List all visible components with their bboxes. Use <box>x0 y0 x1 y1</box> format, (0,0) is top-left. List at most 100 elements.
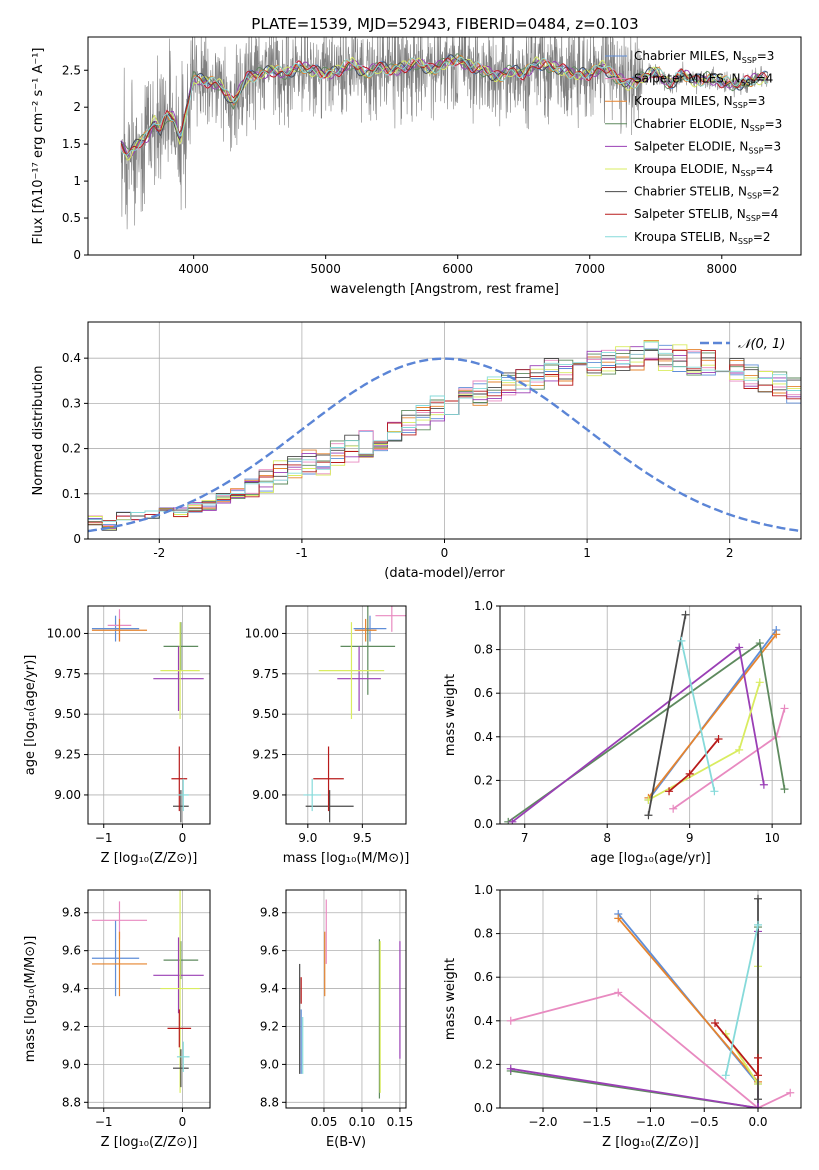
age_vs_Z-point-c_elodie <box>163 622 199 671</box>
age_vs_mass-point-s_elodie <box>337 646 381 711</box>
residuals-xtick-label: 1 <box>583 546 591 560</box>
age_vs_mass-xlabel: mass [log₁₀(M/M⊙)] <box>283 851 410 866</box>
weight_vs_age-marker-k_elodie <box>755 678 764 687</box>
weight_vs_Z-line-s_stelib <box>714 1022 759 1078</box>
weight_vs_age-marker-s_stelib <box>714 734 723 743</box>
mass_vs_Z-point-c_stelib <box>173 1049 189 1088</box>
weight_vs_age-line-c_stelib <box>647 614 687 816</box>
spectrum-frame <box>87 36 802 256</box>
residuals-xtick-label: -1 <box>296 546 308 560</box>
weight_vs_Z-xtick-label: 0.0 <box>748 1115 767 1129</box>
mass_vs_ebv-ytick-label: 8.8 <box>260 1095 279 1109</box>
mass_vs_Z-xlabel: Z [log₁₀(Z/Z⊙)] <box>101 1135 198 1150</box>
weight_vs_age-marker-s_elodie <box>735 643 744 652</box>
age_vs_mass-data <box>303 606 406 823</box>
mass_vs_ebv-ytick-label: 9.4 <box>260 982 279 996</box>
age_vs_mass-point-k_elodie <box>318 622 385 720</box>
weight_vs_Z-ytick-label: 0.0 <box>474 1101 493 1115</box>
weight_vs_Z-marker-s_miles <box>506 1016 515 1025</box>
spectrum-legend: Chabrier MILES, NSSP=3 Salpeter MILES, NS… <box>605 49 782 246</box>
mass_vs_Z-ytick-label: 9.0 <box>62 1057 81 1071</box>
age_vs_Z-ytick-label: 9.00 <box>54 788 81 802</box>
weight_vs_Z-ytick-label: 0.2 <box>474 1057 493 1071</box>
weight_vs_Z-line-c_elodie <box>510 927 759 1108</box>
mass_vs_ebv-data <box>299 899 401 1099</box>
mass_vs_Z-point-s_stelib <box>167 1009 192 1048</box>
spectrum-xlabel: wavelength [Angstrom, rest frame] <box>330 282 559 297</box>
weight_vs_age-marker-c_elodie <box>780 785 789 794</box>
spectrum-data <box>120 37 769 230</box>
weight_vs_age-marker-k_stelib <box>710 787 719 796</box>
weight_vs_age-marker-k_miles <box>772 630 781 639</box>
residuals-data <box>88 339 801 533</box>
residuals-legend: 𝒩(0, 1) <box>700 337 785 352</box>
age_vs_Z-point-k_miles <box>91 618 148 642</box>
gaussian-curve <box>88 357 799 533</box>
weight_vs_age-marker-s_stelib <box>685 769 694 778</box>
age_vs_Z-ytick-label: 10.00 <box>47 626 81 640</box>
weight_vs_age-ytick-label: 0.0 <box>474 817 493 831</box>
spectrum-xtick-label: 4000 <box>178 262 209 276</box>
weight_vs_age-xlabel: age [log₁₀(age/yr)] <box>590 851 711 866</box>
weight_vs_age-marker-s_stelib <box>665 787 674 796</box>
figure-title: PLATE=1539, MJD=52943, FIBERID=0484, z=0… <box>251 15 638 33</box>
age_vs_Z-point-c_miles <box>91 615 140 642</box>
age_vs_Z-ytick-label: 9.25 <box>54 748 81 762</box>
age_vs_mass-point-s_stelib <box>313 746 344 812</box>
age_vs_Z-ytick-label: 9.50 <box>54 707 81 721</box>
weight_vs_Z-line-k_miles <box>617 917 759 1083</box>
mass_vs_ebv-ytick-label: 9.6 <box>260 944 279 958</box>
spectrum-model-s_stelib <box>120 57 768 156</box>
spectrum-model-k_elodie <box>120 56 768 161</box>
age_vs_Z-point-s_stelib <box>171 746 188 812</box>
residual-hist-k_stelib <box>88 341 801 522</box>
weight_vs_Z-xtick-label: −2.0 <box>528 1115 557 1129</box>
age_vs_mass-ytick-label: 9.00 <box>252 788 279 802</box>
spectrum-xtick-label: 7000 <box>574 262 605 276</box>
spectrum-ytick-label: 1 <box>73 174 81 188</box>
weight_vs_age-frame <box>499 605 802 825</box>
weight_vs_age-line-k_miles <box>647 633 778 799</box>
residual-hist-k_elodie <box>88 340 801 530</box>
weight_vs_age-ytick-label: 0.2 <box>474 773 493 787</box>
mass_vs_ebv-axes: 0.05 0.10 0.15 8.8 9.0 9.2 9.4 9.6 9.8 E(B-V) <box>260 889 413 1150</box>
age_vs_Z-xtick-label: 0 <box>179 831 187 845</box>
residuals-xtick-label: 0 <box>441 546 449 560</box>
residuals-axes: -2 -1 0 1 2 0 0.1 0.2 0.3 0.4 (data-model)/error No… <box>31 321 802 581</box>
weight_vs_age-line-k_stelib <box>680 640 716 792</box>
weight_vs_Z-marker-c_stelib <box>754 1095 762 1104</box>
mass_vs_ebv-ytick-label: 9.2 <box>260 1019 279 1033</box>
mass_vs_Z-ytick-label: 9.6 <box>62 944 81 958</box>
mass_vs_Z-ytick-label: 9.4 <box>62 982 81 996</box>
mass_vs_Z-axes: −1 0 8.8 9.0 9.2 9.4 9.6 9.8 Z [log₁₀(Z/Z⊙)] mass… <box>23 889 211 1150</box>
weight_vs_Z-axes: −2.0 −1.5 −1.0 −0.5 0.0 0.0 0.2 0.4 0.6 0.8 1.0 Z [… <box>443 883 802 1150</box>
weight_vs_Z-line-s_elodie <box>510 931 759 1108</box>
spectrum-xtick-label: 8000 <box>707 262 738 276</box>
weight_vs_Z-xtick-label: −1.0 <box>636 1115 665 1129</box>
mass_vs_Z-ytick-label: 9.2 <box>62 1019 81 1033</box>
weight_vs_Z-marker-s_elodie <box>506 1064 515 1073</box>
legend-label-c_miles: Chabrier MILES, NSSP=3 <box>634 49 774 65</box>
spectrum-ytick-label: 0 <box>73 248 81 262</box>
weight_vs_Z-marker-s_miles <box>614 988 623 997</box>
weight_vs_Z-line-k_stelib <box>724 924 759 1076</box>
residuals-ytick-label: 0.4 <box>62 351 81 365</box>
weight_vs_age-ylabel: mass weight <box>443 674 458 756</box>
residuals-ytick-label: 0.3 <box>62 396 81 410</box>
mass_vs_ebv-frame <box>285 889 407 1109</box>
age_vs_mass-point-s_miles <box>375 606 406 632</box>
residuals-ytick-label: 0.2 <box>62 442 81 456</box>
weight_vs_Z-frame <box>499 889 802 1109</box>
mass_vs_Z-ylabel: mass [log₁₀(M/M⊙)] <box>23 936 38 1063</box>
age_vs_Z-data <box>91 609 204 823</box>
weight_vs_Z-xlabel: Z [log₁₀(Z/Z⊙)] <box>602 1135 699 1150</box>
weight_vs_Z-ytick-label: 1.0 <box>474 883 493 897</box>
age_vs_mass-axes: 9.0 9.5 9.00 9.25 9.50 9.75 10.00 mass [log₁₀(M… <box>245 605 410 866</box>
weight_vs_Z-line-s_miles <box>510 991 791 1108</box>
age_vs_mass-ytick-label: 9.75 <box>252 667 279 681</box>
weight_vs_age-axes: 7 8 9 10 0.0 0.2 0.4 0.6 0.8 1.0 age [log₁₀(age/yr… <box>443 599 802 866</box>
weight_vs_age-xtick-label: 8 <box>603 831 611 845</box>
weight_vs_Z-data <box>506 894 795 1108</box>
weight_vs_age-marker-s_elodie <box>508 817 517 824</box>
weight_vs_Z-ytick-label: 0.8 <box>474 927 493 941</box>
